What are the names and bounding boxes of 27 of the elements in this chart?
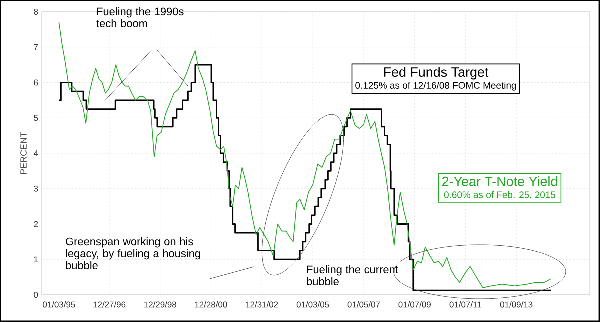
y-tick-label: 7 — [34, 44, 38, 50]
text: 2-Year T-Note Yield — [442, 176, 558, 186]
y-axis-title: PERCENT — [20, 132, 27, 174]
annotation: Fueling the current bubble — [307, 266, 398, 286]
x-tick-label: 01/03/95 — [43, 302, 76, 308]
x-tick-label: 01/03/05 — [296, 302, 330, 308]
x-tick-label: 12/27/96 — [94, 302, 126, 308]
y-tick-label: 4 — [34, 150, 38, 156]
y-tick-label: 5 — [34, 115, 38, 122]
x-tick-label: 01/09/13 — [500, 302, 533, 308]
annotation: 0.60% as of Feb. 25, 2015 — [444, 191, 556, 200]
annotation: 0.125% as of 12/16/08 FOMC Meeting — [356, 82, 516, 91]
text: Fed Funds Target — [384, 67, 489, 80]
x-tick-label: 01/07/09 — [398, 302, 431, 308]
y-tick-label: 6 — [34, 80, 38, 86]
annotation: Fueling the 1990s tech boom — [96, 8, 184, 28]
x-tick-label: 01/07/11 — [450, 302, 482, 308]
x-tick-label: 01/05/07 — [348, 302, 380, 308]
y-tick-label: 1 — [34, 256, 38, 263]
y-tick-label: 0 — [34, 292, 38, 298]
annotation: Greenspan working on his legacy, by fueling a housing bubble — [66, 238, 200, 270]
x-tick-label: 12/31/02 — [246, 302, 278, 308]
x-tick-label: 12/29/98 — [144, 302, 176, 308]
y-tick-label: 2 — [34, 221, 38, 228]
y-tick-label: 8 — [34, 9, 38, 15]
y-tick-label: 3 — [34, 186, 38, 192]
x-tick-label: 12/28/00 — [195, 302, 228, 308]
